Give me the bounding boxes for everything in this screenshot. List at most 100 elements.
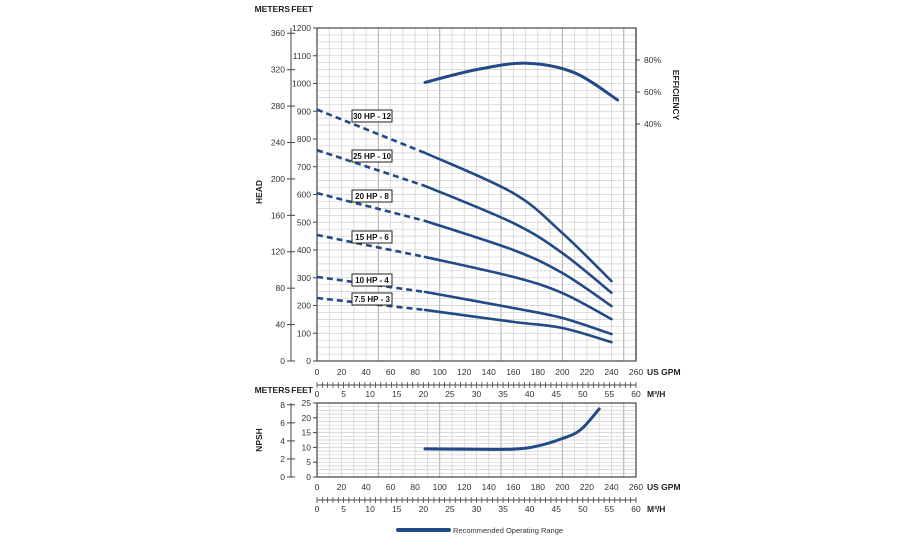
m3h-tick-label: 20 xyxy=(419,389,429,399)
feet-tick-label: 700 xyxy=(297,162,311,172)
meters-tick-label: 360 xyxy=(271,28,285,38)
gpm-tick-label: 120 xyxy=(457,482,471,492)
m3h-unit-label: M³/H xyxy=(647,389,665,399)
curve-label: 10 HP - 4 xyxy=(355,276,389,285)
head-axis-label: HEAD xyxy=(254,180,264,204)
efficiency-tick-label: 60% xyxy=(644,87,661,97)
feet-tick-label: 600 xyxy=(297,190,311,200)
efficiency-axis-label: EFFICIENCY xyxy=(671,70,681,121)
m3h-tick-label: 55 xyxy=(605,504,615,514)
curve-label: 7.5 HP - 3 xyxy=(354,295,390,304)
curve-label: 20 HP - 8 xyxy=(355,192,389,201)
feet-tick-label: 300 xyxy=(297,273,311,283)
m3h-tick-label: 15 xyxy=(392,389,402,399)
curve-label: 15 HP - 6 xyxy=(355,233,389,242)
m3h-tick-label: 15 xyxy=(392,504,402,514)
efficiency-tick-label: 80% xyxy=(644,55,661,65)
m3h-tick-label: 25 xyxy=(445,389,455,399)
gpm-tick-label: 220 xyxy=(580,367,594,377)
head-curve xyxy=(423,151,613,283)
m3h-tick-label: 50 xyxy=(578,389,588,399)
curve-label: 25 HP - 10 xyxy=(353,152,392,161)
meters-tick-label: 200 xyxy=(271,174,285,184)
gpm-tick-label: 100 xyxy=(433,482,447,492)
m3h-tick-label: 40 xyxy=(525,389,535,399)
m3h-tick-label: 20 xyxy=(419,504,429,514)
feet-tick-label: 1200 xyxy=(292,23,311,33)
gpm-tick-label: 20 xyxy=(337,367,347,377)
curve-label-box xyxy=(351,230,393,244)
gpm-tick-label: 180 xyxy=(531,367,545,377)
feet-tick-label: 1100 xyxy=(293,51,312,61)
gpm-tick-label: 240 xyxy=(604,367,618,377)
m3h-tick-label: 0 xyxy=(315,504,320,514)
gpm-tick-label: 80 xyxy=(410,367,420,377)
head-curve-dashed xyxy=(316,233,426,259)
legend-label: Recommended Operating Range xyxy=(453,526,563,535)
curve-label: 30 HP - 12 xyxy=(353,112,392,121)
meters-tick-label: 2 xyxy=(280,454,285,464)
gpm-tick-label: 120 xyxy=(457,367,471,377)
m3h-tick-label: 35 xyxy=(498,504,508,514)
gpm-tick-label: 60 xyxy=(386,367,396,377)
m3h-tick-label: 60 xyxy=(631,504,641,514)
m3h-tick-label: 60 xyxy=(631,389,641,399)
feet-tick-label: 25 xyxy=(302,398,312,408)
head-curve-dashed xyxy=(316,148,426,188)
npsh-meters-unit: METERS xyxy=(255,385,291,395)
meters-tick-label: 6 xyxy=(280,418,285,428)
feet-tick-label: 0 xyxy=(306,472,311,482)
gpm-tick-label: 200 xyxy=(555,367,569,377)
m3h-tick-label: 55 xyxy=(605,389,615,399)
feet-tick-label: 800 xyxy=(297,134,311,144)
meters-tick-label: 160 xyxy=(271,210,285,220)
gpm-tick-label: 220 xyxy=(580,482,594,492)
head-feet-unit: FEET xyxy=(291,4,314,14)
feet-tick-label: 15 xyxy=(302,428,312,438)
npsh-feet-unit: FEET xyxy=(291,385,314,395)
meters-tick-label: 0 xyxy=(280,356,285,366)
gpm-tick-label: 80 xyxy=(410,482,420,492)
m3h-tick-label: 45 xyxy=(552,389,562,399)
m3h-tick-label: 5 xyxy=(341,504,346,514)
gpm-tick-label: 60 xyxy=(386,482,396,492)
gpm-tick-label: 140 xyxy=(482,482,496,492)
gpm-tick-label: 240 xyxy=(604,482,618,492)
meters-tick-label: 8 xyxy=(280,400,285,410)
m3h-tick-label: 30 xyxy=(472,389,482,399)
m3h-tick-label: 50 xyxy=(578,504,588,514)
meters-tick-label: 240 xyxy=(271,137,285,147)
meters-tick-label: 80 xyxy=(276,283,286,293)
curve-label-box xyxy=(351,109,393,123)
feet-tick-label: 20 xyxy=(302,413,312,423)
feet-tick-label: 0 xyxy=(306,356,311,366)
m3h-tick-label: 30 xyxy=(472,504,482,514)
gpm-tick-label: 260 xyxy=(629,482,643,492)
gpm-tick-label: 0 xyxy=(315,367,320,377)
gpm-unit-label: US GPM xyxy=(647,482,681,492)
m3h-tick-label: 10 xyxy=(365,504,375,514)
curve-label-box xyxy=(351,292,393,306)
head-meters-unit: METERS xyxy=(255,4,291,14)
feet-tick-label: 400 xyxy=(297,245,311,255)
curve-label-box xyxy=(351,273,393,287)
m3h-tick-label: 25 xyxy=(445,504,455,514)
m3h-tick-label: 40 xyxy=(525,504,535,514)
head-curve xyxy=(423,255,613,321)
m3h-tick-label: 5 xyxy=(341,389,346,399)
gpm-tick-label: 160 xyxy=(506,482,520,492)
head-curve-dashed xyxy=(316,191,426,223)
gpm-tick-label: 20 xyxy=(337,482,347,492)
gpm-tick-label: 160 xyxy=(506,367,520,377)
gpm-tick-label: 40 xyxy=(361,482,371,492)
curve-label-box xyxy=(351,149,393,163)
m3h-tick-label: 45 xyxy=(552,504,562,514)
feet-tick-label: 100 xyxy=(297,328,311,338)
npsh-axis-label: NPSH xyxy=(254,428,264,452)
head-curve xyxy=(423,308,613,344)
feet-tick-label: 900 xyxy=(297,106,311,116)
meters-tick-label: 320 xyxy=(271,65,285,75)
gpm-tick-label: 200 xyxy=(555,482,569,492)
gpm-tick-label: 100 xyxy=(433,367,447,377)
